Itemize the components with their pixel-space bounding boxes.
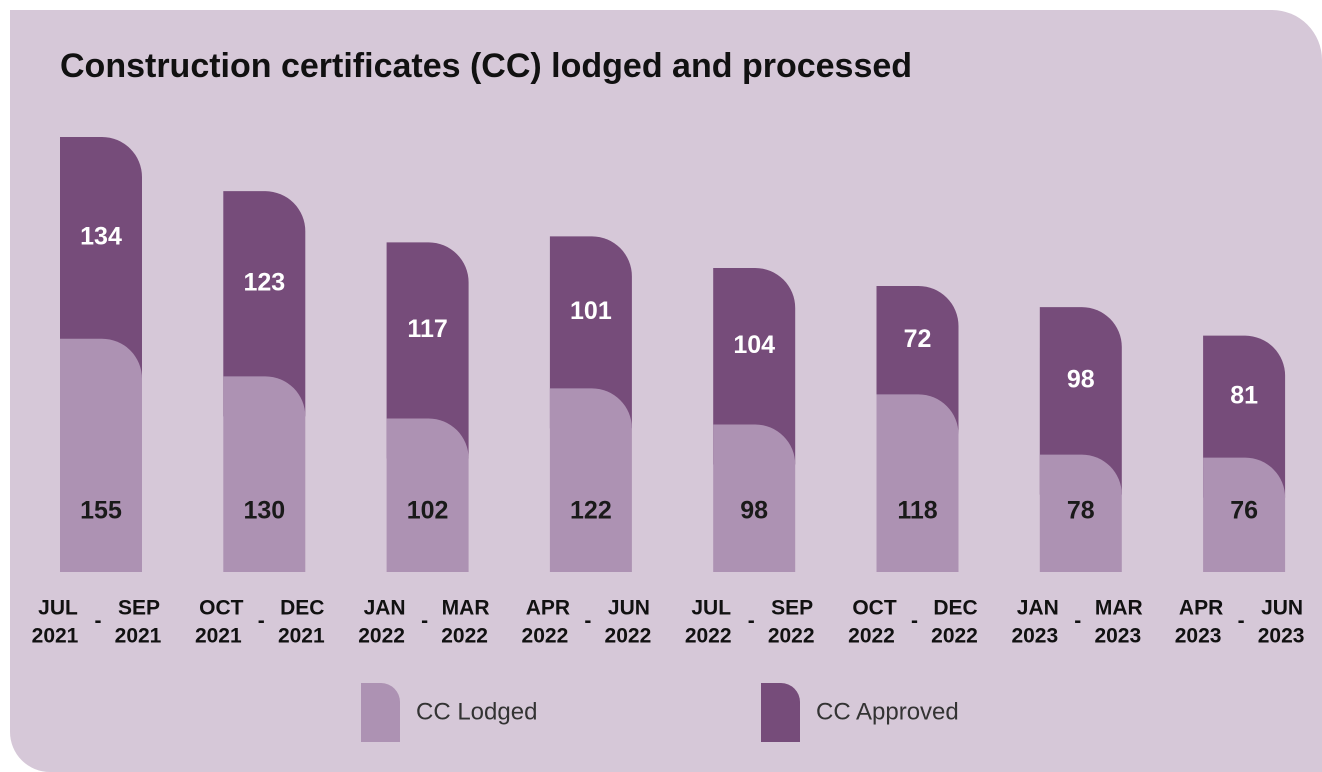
- x-tick-label: MAR: [442, 597, 490, 620]
- value-label: 122: [570, 497, 612, 525]
- bar-segment: [549, 388, 632, 572]
- x-tick-label: 2023: [1258, 625, 1305, 648]
- x-tick-label: OCT: [852, 597, 897, 620]
- x-tick-label: DEC: [280, 597, 324, 620]
- panel: [10, 10, 1322, 772]
- x-tick-label: JUL: [691, 597, 731, 620]
- x-tick-label: 2021: [115, 625, 162, 648]
- x-tick-label: APR: [1179, 597, 1223, 620]
- value-label: 98: [740, 497, 768, 525]
- range-separator: -: [95, 610, 102, 633]
- value-label: 155: [80, 497, 122, 525]
- x-tick-label: 2023: [1175, 625, 1222, 648]
- value-label: 78: [1067, 497, 1095, 525]
- bar-segment: [876, 394, 959, 572]
- bar-segment: [223, 191, 306, 417]
- bar-segment: [713, 424, 796, 572]
- x-tick-label: 2021: [32, 625, 79, 648]
- value-label: 98: [1067, 365, 1095, 393]
- x-tick-label: 2021: [278, 625, 325, 648]
- x-tick-label: 2022: [768, 625, 815, 648]
- value-label: 81: [1230, 381, 1258, 409]
- legend-swatch: [761, 683, 800, 742]
- bar-segment: [386, 418, 469, 572]
- bar-segment: [60, 338, 142, 572]
- x-tick-label: 2022: [685, 625, 732, 648]
- x-tick-label: SEP: [118, 597, 160, 620]
- x-tick-label: SEP: [771, 597, 813, 620]
- value-label: 117: [407, 315, 447, 343]
- range-separator: -: [1074, 610, 1081, 633]
- x-tick-label: MAR: [1095, 597, 1143, 620]
- x-tick-label: JUN: [1261, 597, 1303, 620]
- bar-segment: [386, 242, 469, 459]
- value-label: 130: [243, 497, 285, 525]
- range-separator: -: [1238, 610, 1245, 633]
- value-label: 118: [897, 497, 937, 525]
- x-tick-label: 2023: [1011, 625, 1058, 648]
- x-tick-label: 2022: [848, 625, 895, 648]
- bar-segment: [1039, 307, 1122, 495]
- bar-segment: [549, 236, 632, 429]
- bar-segment: [1203, 457, 1286, 572]
- range-separator: -: [911, 610, 918, 633]
- range-separator: -: [421, 610, 428, 633]
- value-label: 104: [733, 331, 775, 359]
- value-label: 134: [80, 222, 122, 250]
- x-tick-label: DEC: [933, 597, 977, 620]
- bar-segment: [713, 267, 796, 465]
- x-tick-label: JUN: [608, 597, 650, 620]
- x-tick-label: OCT: [199, 597, 244, 620]
- value-label: 102: [407, 497, 449, 525]
- range-separator: -: [748, 610, 755, 633]
- x-tick-label: 2022: [605, 625, 652, 648]
- bar-segment: [1039, 454, 1122, 572]
- bar-segment: [60, 137, 142, 379]
- legend-label: CC Lodged: [416, 698, 537, 725]
- value-label: 101: [570, 297, 612, 325]
- x-tick-label: JAN: [364, 597, 406, 620]
- range-separator: -: [258, 610, 265, 633]
- bar-segment: [223, 376, 306, 572]
- x-tick-label: 2022: [522, 625, 569, 648]
- x-tick-label: JUL: [38, 597, 78, 620]
- x-tick-label: APR: [526, 597, 570, 620]
- range-separator: -: [584, 610, 591, 633]
- x-tick-label: 2022: [441, 625, 488, 648]
- x-tick-label: 2021: [195, 625, 242, 648]
- x-tick-label: 2023: [1094, 625, 1141, 648]
- bar-segment: [1203, 335, 1286, 498]
- value-label: 72: [904, 325, 932, 353]
- legend-swatch: [361, 683, 400, 742]
- chart-title: Construction certificates (CC) lodged an…: [60, 47, 912, 85]
- x-tick-label: 2022: [358, 625, 405, 648]
- x-tick-label: 2022: [931, 625, 978, 648]
- value-label: 123: [243, 268, 285, 296]
- value-label: 76: [1230, 497, 1258, 525]
- legend-label: CC Approved: [816, 698, 959, 725]
- x-tick-label: JAN: [1017, 597, 1059, 620]
